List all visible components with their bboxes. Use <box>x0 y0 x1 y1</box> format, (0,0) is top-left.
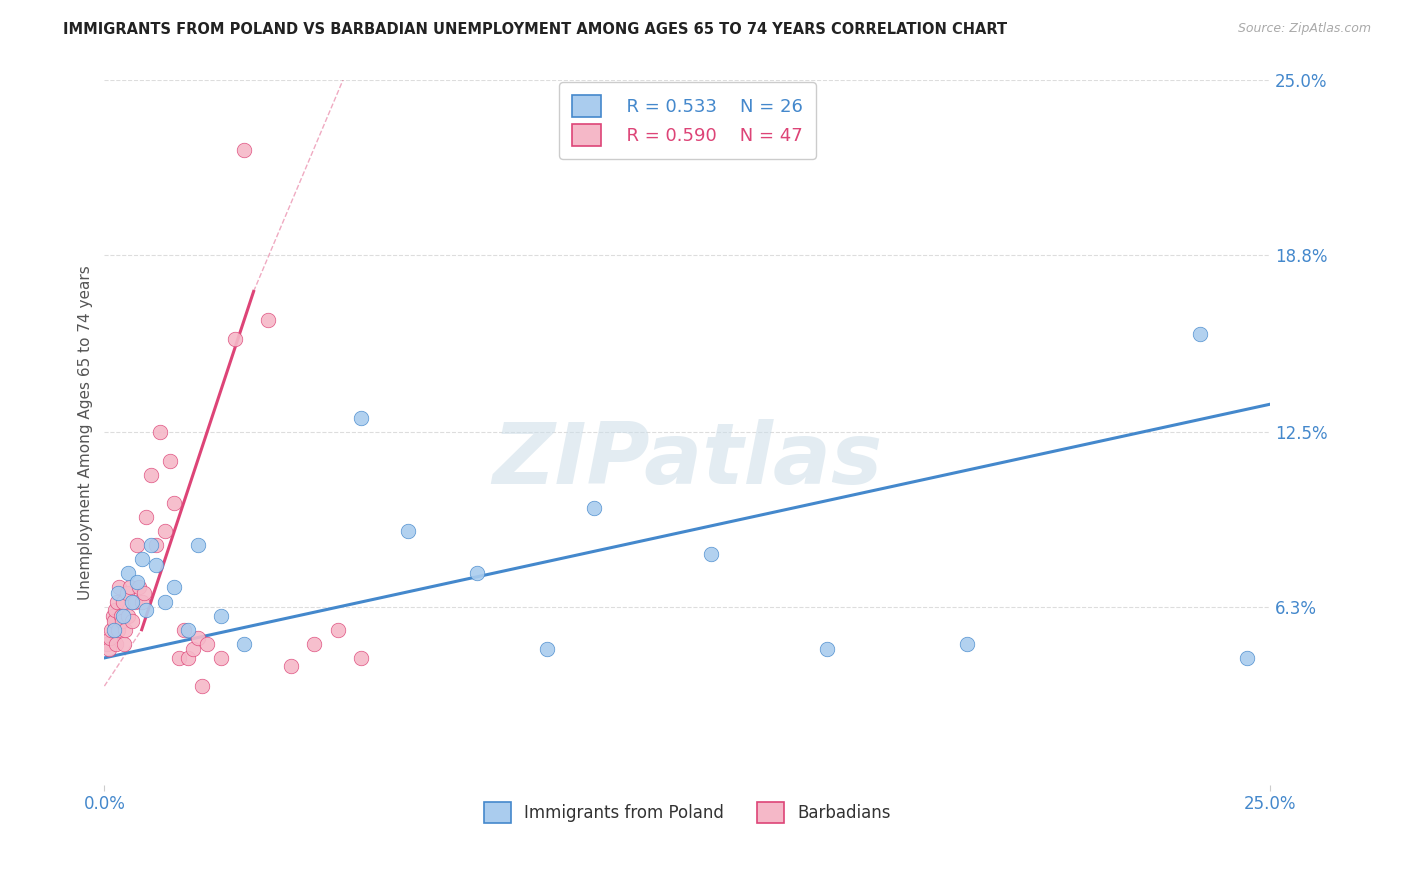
Point <box>139 538 162 552</box>
Point <box>111 614 134 628</box>
Legend: Immigrants from Poland, Barbadians: Immigrants from Poland, Barbadians <box>477 796 897 830</box>
Point <box>181 642 204 657</box>
Point <box>107 594 129 608</box>
Point <box>195 637 218 651</box>
Point <box>117 566 139 581</box>
Point <box>177 651 200 665</box>
Point <box>100 623 122 637</box>
Text: Source: ZipAtlas.com: Source: ZipAtlas.com <box>1237 22 1371 36</box>
Point <box>163 496 186 510</box>
Point <box>107 586 129 600</box>
Text: ZIPatlas: ZIPatlas <box>492 419 883 502</box>
Point <box>104 603 127 617</box>
Point <box>121 594 143 608</box>
Point <box>159 453 181 467</box>
Point <box>209 608 232 623</box>
Point <box>302 637 325 651</box>
Point <box>118 581 141 595</box>
Point <box>114 623 136 637</box>
Point <box>139 467 162 482</box>
Point <box>103 614 125 628</box>
Point <box>280 659 302 673</box>
Point <box>224 332 246 346</box>
Point <box>167 651 190 665</box>
Point <box>135 510 157 524</box>
Point <box>173 623 195 637</box>
Point <box>350 651 373 665</box>
Point <box>177 623 200 637</box>
Point <box>326 623 349 637</box>
Text: IMMIGRANTS FROM POLAND VS BARBADIAN UNEMPLOYMENT AMONG AGES 65 TO 74 YEARS CORRE: IMMIGRANTS FROM POLAND VS BARBADIAN UNEM… <box>63 22 1007 37</box>
Point <box>125 538 148 552</box>
Point <box>96 637 118 651</box>
Point <box>112 608 135 623</box>
Point <box>117 608 139 623</box>
Point <box>536 642 558 657</box>
Point <box>124 594 146 608</box>
Point <box>145 538 167 552</box>
Point <box>112 594 135 608</box>
Point <box>1236 651 1258 665</box>
Point <box>233 144 256 158</box>
Point <box>132 586 155 600</box>
Point <box>396 524 419 538</box>
Point <box>125 574 148 589</box>
Point <box>163 581 186 595</box>
Point <box>103 623 125 637</box>
Point <box>467 566 489 581</box>
Point <box>128 581 150 595</box>
Point <box>98 642 121 657</box>
Point <box>135 603 157 617</box>
Point <box>131 552 153 566</box>
Point <box>107 623 129 637</box>
Point <box>233 637 256 651</box>
Point <box>187 538 209 552</box>
Y-axis label: Unemployment Among Ages 65 to 74 years: Unemployment Among Ages 65 to 74 years <box>79 265 93 599</box>
Point <box>98 631 121 645</box>
Point <box>108 581 131 595</box>
Point <box>131 594 153 608</box>
Point <box>145 558 167 572</box>
Point <box>956 637 979 651</box>
Point <box>583 501 606 516</box>
Point <box>256 312 278 326</box>
Point <box>187 631 209 645</box>
Point <box>699 547 721 561</box>
Point <box>153 594 176 608</box>
Point <box>112 637 135 651</box>
Point <box>115 586 138 600</box>
Point <box>350 411 373 425</box>
Point <box>1189 326 1212 341</box>
Point <box>110 608 132 623</box>
Point <box>105 637 128 651</box>
Point <box>101 608 124 623</box>
Point <box>149 425 172 440</box>
Point <box>153 524 176 538</box>
Point <box>191 679 214 693</box>
Point <box>209 651 232 665</box>
Point <box>121 614 143 628</box>
Point <box>815 642 838 657</box>
